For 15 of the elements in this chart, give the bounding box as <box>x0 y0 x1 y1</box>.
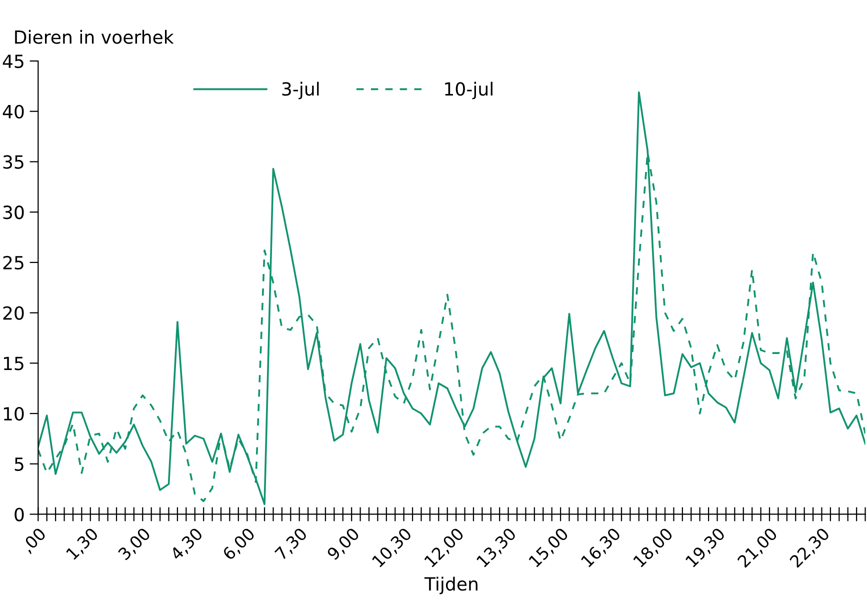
y-tick-label: 0 <box>14 508 24 522</box>
y-tick-label: 5 <box>14 458 24 471</box>
y-tick-label: 15 <box>4 356 24 370</box>
legend-label: 10-jul <box>445 82 492 100</box>
y-tick-label: 25 <box>3 256 24 270</box>
x-tick-label: ,00 <box>20 527 48 554</box>
legend-label: 3-jul <box>282 82 319 100</box>
y-tick-label: 45 <box>2 54 24 68</box>
y-tick-label: 40 <box>2 104 24 118</box>
x-axis-title: Tijden <box>424 576 478 594</box>
y-tick-label: 30 <box>3 206 24 220</box>
y-axis-title: Dieren in voerhek <box>15 30 174 44</box>
y-tick-label: 35 <box>3 155 24 169</box>
y-tick-label: 20 <box>3 306 24 320</box>
y-tick-label: 10 <box>4 406 24 421</box>
